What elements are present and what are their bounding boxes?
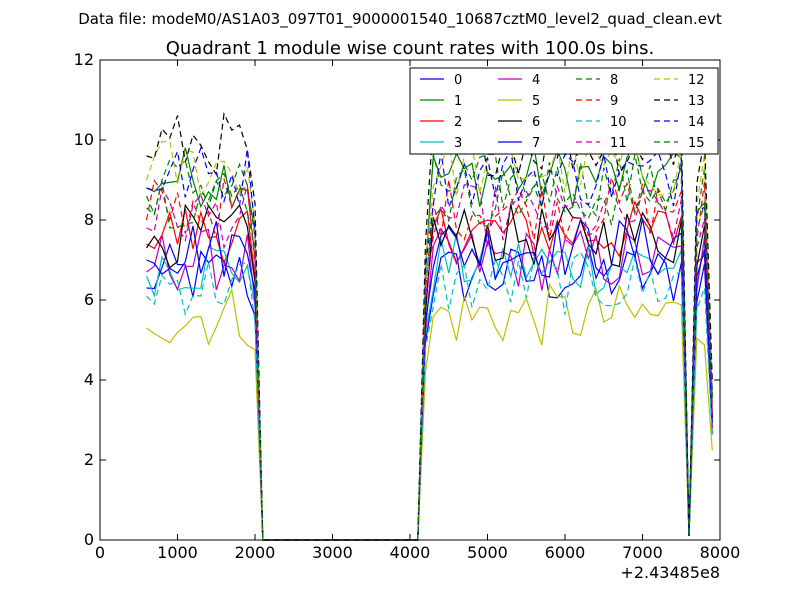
y-tick-label: 4 [84,370,94,389]
legend-box [409,67,719,155]
series-line-14 [146,146,713,541]
series-line-15 [146,165,713,541]
series-line-9 [145,177,713,541]
legend-label-7: 7 [532,136,540,151]
y-tick-label: 10 [74,130,94,149]
x-tick-label: 5000 [467,543,508,562]
legend-label-9: 9 [610,94,618,109]
legend-label-0: 0 [454,73,462,88]
series-line-7 [146,218,713,541]
chart-suptitle: Data file: modeM0/AS1A03_097T01_90000015… [78,10,722,29]
legend-label-6: 6 [532,115,540,130]
y-tick-label: 8 [84,210,94,229]
legend-label-1: 1 [454,94,462,109]
x-tick-label: 2000 [235,543,276,562]
x-offset-label: +2.43485e8 [620,563,720,582]
y-tick-label: 6 [84,290,94,309]
x-tick-label: 6000 [545,543,586,562]
series-line-3 [145,232,713,541]
y-tick-label: 2 [84,450,94,469]
legend-label-2: 2 [454,115,462,130]
series-line-13 [146,111,713,541]
series-line-12 [145,137,713,541]
y-tick-label: 0 [84,530,94,549]
y-tick-label: 12 [74,50,94,69]
legend-label-10: 10 [610,115,627,130]
x-axis: 0 1000 2000 3000 4000 5000 6000 7000 8000 [95,60,740,562]
x-tick-label: 0 [95,543,105,562]
series-line-4 [146,227,713,541]
series-line-0 [146,242,713,541]
legend-label-11: 11 [610,136,627,151]
legend-label-8: 8 [610,73,618,88]
legend-label-4: 4 [532,73,540,88]
series-line-11 [146,184,713,541]
x-tick-label: 7000 [622,543,663,562]
chart-title: Quadrant 1 module wise count rates with … [166,38,655,59]
legend-label-13: 13 [688,94,705,109]
legend-label-5: 5 [532,94,540,109]
x-tick-label: 8000 [700,543,741,562]
legend-label-14: 14 [688,115,705,130]
legend-label-15: 15 [688,136,705,151]
x-tick-label: 4000 [390,543,431,562]
series-line-5 [146,282,713,541]
x-tick-label: 1000 [157,543,198,562]
series-line-6 [146,203,713,541]
x-tick-label: 3000 [312,543,353,562]
legend-label-12: 12 [688,73,705,88]
legend-label-3: 3 [454,136,462,151]
